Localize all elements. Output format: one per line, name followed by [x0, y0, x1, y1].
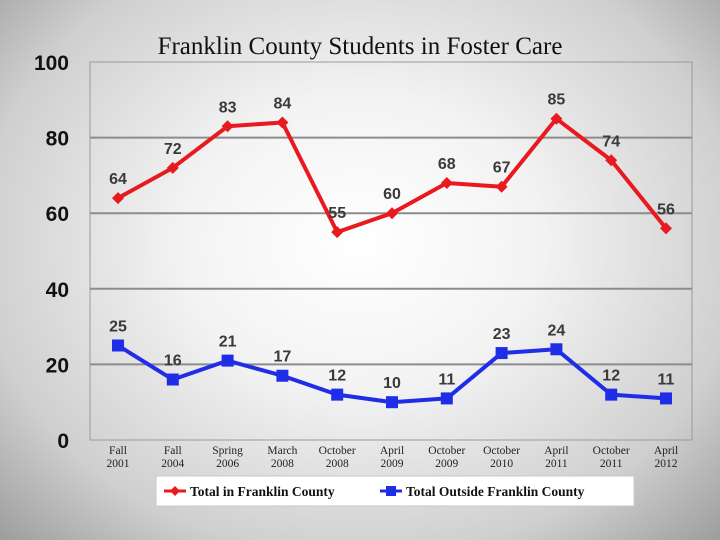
x-tick-label: 2012	[655, 458, 678, 470]
legend-label: Total in Franklin County	[190, 484, 335, 499]
x-tick-label: 2009	[381, 458, 404, 470]
data-label: 72	[164, 141, 182, 158]
data-labels: 64 72 83 84 55 60 68 67 85 74 56 25 16 21 17 12 10 11 23 24…	[109, 92, 675, 393]
x-tick-label: 2011	[600, 458, 623, 470]
data-label: 67	[493, 160, 511, 177]
x-tick-label: October	[593, 445, 630, 457]
x-tick-label: October	[483, 445, 520, 457]
data-point	[495, 180, 508, 193]
data-point	[660, 222, 672, 235]
legend-marker	[386, 486, 396, 496]
series-markers	[112, 112, 672, 409]
data-label: 17	[274, 349, 292, 366]
data-point	[440, 176, 453, 189]
x-tick-label: 2008	[326, 458, 349, 470]
x-tick-label: April	[380, 445, 404, 457]
data-label: 12	[328, 368, 346, 385]
data-point	[550, 112, 563, 125]
y-tick-label: 20	[46, 354, 69, 377]
x-tick-label: March	[267, 445, 297, 457]
data-point	[495, 347, 508, 360]
data-label: 10	[383, 375, 401, 392]
data-point	[660, 392, 672, 405]
data-label: 56	[657, 201, 675, 218]
series-lines	[116, 116, 668, 405]
data-point	[605, 154, 618, 167]
legend: Total in Franklin County Total Outside Fr…	[155, 475, 635, 507]
y-tick-label: 40	[46, 279, 69, 302]
y-axis: 0 20 40 60 80 100	[34, 52, 69, 453]
data-label: 55	[328, 205, 346, 222]
data-label: 60	[383, 186, 401, 203]
data-label: 12	[602, 368, 620, 385]
x-tick-label: October	[319, 445, 356, 457]
data-point	[440, 392, 453, 405]
y-tick-label: 0	[57, 430, 69, 453]
data-point	[221, 354, 234, 367]
data-point	[605, 388, 618, 401]
x-tick-label: 2009	[435, 458, 458, 470]
x-tick-label: April	[544, 445, 568, 457]
x-tick-label: Spring	[212, 445, 243, 457]
y-tick-label: 60	[46, 203, 69, 226]
x-tick-label: 2008	[271, 458, 294, 470]
data-label: 11	[438, 371, 455, 388]
x-tick-label: 2001	[107, 458, 130, 470]
x-tick-label: 2004	[161, 458, 184, 470]
x-tick-label: 2011	[545, 458, 568, 470]
data-label: 16	[164, 353, 182, 370]
data-point	[331, 388, 344, 401]
data-label: 25	[109, 319, 127, 336]
data-label: 74	[602, 133, 620, 150]
x-tick-label: 2010	[490, 458, 513, 470]
x-tick-label: Fall	[164, 445, 182, 457]
data-label: 24	[548, 322, 566, 339]
data-label: 68	[438, 156, 456, 173]
x-axis: Fall2001Fall2004Spring2006March2008Octob…	[107, 445, 679, 470]
data-label: 11	[658, 371, 675, 388]
data-label: 85	[548, 92, 566, 109]
gridlines	[90, 136, 692, 366]
x-tick-label: Fall	[109, 445, 127, 457]
data-point	[166, 161, 179, 174]
data-label: 84	[274, 95, 292, 112]
data-point	[331, 226, 344, 239]
y-tick-label: 80	[46, 128, 69, 151]
plot-area	[89, 61, 693, 441]
legend-label: Total Outside Franklin County	[406, 484, 585, 499]
series-line	[116, 343, 667, 405]
x-tick-label: April	[654, 445, 678, 457]
legend-marker	[170, 486, 180, 496]
data-label: 23	[493, 326, 511, 343]
data-point	[221, 120, 234, 133]
x-tick-label: October	[428, 445, 465, 457]
data-point	[276, 369, 289, 382]
y-tick-label: 100	[34, 52, 69, 75]
data-label: 64	[109, 171, 127, 188]
data-point	[550, 343, 563, 356]
chart-title: Franklin County Students in Foster Care	[158, 33, 563, 60]
data-point	[386, 207, 398, 220]
data-point	[386, 396, 398, 409]
data-point	[166, 373, 179, 386]
data-label: 83	[219, 99, 237, 116]
data-label: 21	[219, 334, 237, 351]
data-point	[276, 116, 289, 129]
data-point	[112, 192, 124, 205]
data-point	[112, 339, 124, 352]
x-tick-label: 2006	[216, 458, 239, 470]
